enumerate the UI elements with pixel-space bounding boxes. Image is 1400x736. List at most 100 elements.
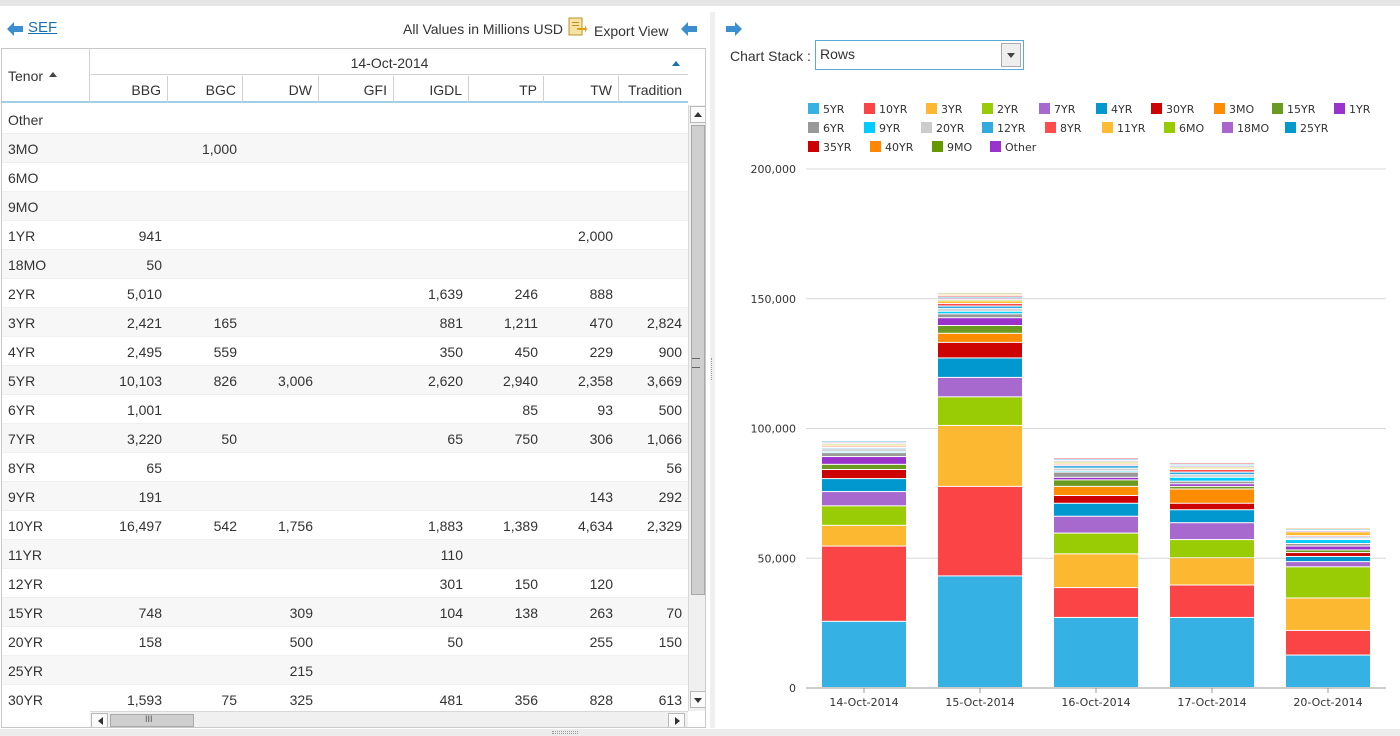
bar-segment[interactable]	[822, 621, 906, 687]
legend-item[interactable]: 35YR	[808, 141, 851, 155]
table-row[interactable]: 9MO	[2, 192, 688, 221]
table-row[interactable]: 5YR 10,103 826 3,006 2,620 2,940 2,358 3,669	[2, 366, 688, 395]
sort-icon[interactable]	[672, 61, 680, 66]
column-header-bbg[interactable]: BBG	[91, 76, 168, 103]
column-header-igdl[interactable]: IGDL	[394, 76, 469, 103]
table-row[interactable]: 4YR 2,495 559 350 450 229 900	[2, 337, 688, 366]
legend-item[interactable]: Other	[990, 141, 1036, 155]
horizontal-scroll-thumb[interactable]: III	[110, 714, 194, 727]
table-row[interactable]: 8YR 65 56	[2, 453, 688, 482]
bar-segment[interactable]	[1170, 472, 1254, 475]
bar-segment[interactable]	[1054, 588, 1138, 617]
panel-splitter[interactable]	[710, 12, 715, 728]
legend-item[interactable]: 40YR	[870, 141, 913, 155]
legend-item[interactable]: 25YR	[1285, 122, 1328, 136]
scroll-down-button[interactable]	[690, 691, 705, 708]
splitter-grip-icon[interactable]	[711, 358, 714, 380]
legend-item[interactable]: 3MO	[1214, 103, 1254, 117]
bar-segment[interactable]	[938, 306, 1022, 309]
scroll-right-button[interactable]	[668, 713, 685, 727]
bar-segment[interactable]	[1170, 510, 1254, 523]
column-header-tradition[interactable]: Tradition	[628, 82, 682, 98]
bar-segment[interactable]	[938, 397, 1022, 425]
bar-segment[interactable]	[1286, 550, 1370, 553]
bar-segment[interactable]	[822, 470, 906, 479]
bar-segment[interactable]	[938, 309, 1022, 311]
table-row[interactable]: 6YR 1,001 85 93 500	[2, 395, 688, 424]
table-row[interactable]: 2YR 5,010 1,639 246 888	[2, 279, 688, 308]
column-header-bgc[interactable]: BGC	[168, 76, 243, 103]
bar-segment[interactable]	[1286, 567, 1370, 598]
legend-item[interactable]: 6YR	[808, 122, 844, 136]
bar-segment[interactable]	[1170, 481, 1254, 484]
table-row[interactable]: 11YR 110	[2, 540, 688, 569]
scroll-up-button[interactable]	[690, 106, 705, 123]
bar-segment[interactable]	[1054, 533, 1138, 554]
legend-item[interactable]: 9MO	[932, 141, 972, 155]
bar-segment[interactable]	[1054, 477, 1138, 480]
bar-segment[interactable]	[938, 325, 1022, 333]
bar-segment[interactable]	[1170, 484, 1254, 486]
bar-segment[interactable]	[822, 525, 906, 546]
bar-segment[interactable]	[938, 358, 1022, 377]
bar-segment[interactable]	[1286, 562, 1370, 567]
legend-item[interactable]: 3YR	[926, 103, 962, 117]
chevron-down-icon[interactable]	[1001, 43, 1021, 67]
bar-segment[interactable]	[1054, 472, 1138, 477]
bar-segment[interactable]	[938, 333, 1022, 342]
legend-item[interactable]: 4YR	[1096, 103, 1132, 117]
bar-segment[interactable]	[1286, 532, 1370, 536]
bar-segment[interactable]	[1170, 470, 1254, 472]
bar-segment[interactable]	[1170, 540, 1254, 558]
bar-segment[interactable]	[1286, 630, 1370, 655]
bar-segment[interactable]	[1170, 558, 1254, 585]
table-row[interactable]: 30YR 1,593 75 325 481 356 828 613	[2, 685, 688, 711]
tenor-column-header[interactable]: Tenor	[2, 49, 90, 103]
bar-segment[interactable]	[938, 318, 1022, 325]
bar-segment[interactable]	[938, 576, 1022, 687]
expand-right-icon[interactable]	[726, 22, 742, 36]
column-header-dw[interactable]: DW	[243, 76, 319, 103]
bar-segment[interactable]	[1170, 523, 1254, 540]
sef-back-link[interactable]: SEF	[28, 19, 58, 36]
column-resize-grip-icon[interactable]	[692, 358, 700, 368]
column-header-tw[interactable]: TW	[544, 76, 619, 103]
table-row[interactable]: Other	[2, 105, 688, 134]
table-row[interactable]: 6MO	[2, 163, 688, 192]
bar-segment[interactable]	[1286, 655, 1370, 687]
table-row[interactable]: 12YR 301 150 120	[2, 569, 688, 598]
bar-segment[interactable]	[1170, 585, 1254, 617]
legend-item[interactable]: 11YR	[1102, 122, 1145, 136]
bar-segment[interactable]	[1054, 503, 1138, 516]
table-row[interactable]: 1YR 941 2,000	[2, 221, 688, 250]
legend-item[interactable]: 12YR	[982, 122, 1025, 136]
bar-segment[interactable]	[1054, 516, 1138, 533]
legend-item[interactable]: 1YR	[1334, 103, 1370, 117]
bar-segment[interactable]	[1286, 556, 1370, 562]
legend-item[interactable]: 18MO	[1222, 122, 1269, 136]
bar-segment[interactable]	[938, 314, 1022, 318]
bar-segment[interactable]	[938, 342, 1022, 358]
bar-segment[interactable]	[1054, 468, 1138, 471]
legend-item[interactable]: 20YR	[921, 122, 964, 136]
horizontal-scrollbar[interactable]: III	[90, 711, 688, 727]
legend-item[interactable]: 9YR	[864, 122, 900, 136]
bar-segment[interactable]	[1054, 486, 1138, 495]
bar-segment[interactable]	[1286, 598, 1370, 630]
bar-segment[interactable]	[1054, 466, 1138, 468]
legend-item[interactable]: 2YR	[982, 103, 1018, 117]
table-row[interactable]: 7YR 3,220 50 65 750 306 1,066	[2, 424, 688, 453]
bar-segment[interactable]	[1170, 489, 1254, 503]
table-row[interactable]: 3YR 2,421 165 881 1,211 470 2,824	[2, 308, 688, 337]
bar-segment[interactable]	[1286, 540, 1370, 543]
bar-segment[interactable]	[938, 303, 1022, 306]
bar-segment[interactable]	[822, 449, 906, 451]
bar-segment[interactable]	[938, 425, 1022, 486]
export-icon[interactable]	[567, 16, 587, 38]
bar-segment[interactable]	[1170, 477, 1254, 481]
table-row[interactable]: 10YR 16,497 542 1,756 1,883 1,389 4,634 2,329	[2, 511, 688, 540]
column-header-gfi[interactable]: GFI	[319, 76, 394, 103]
table-row[interactable]: 25YR 215	[2, 656, 688, 685]
bar-segment[interactable]	[1170, 503, 1254, 510]
table-row[interactable]: 9YR 191 143 292	[2, 482, 688, 511]
